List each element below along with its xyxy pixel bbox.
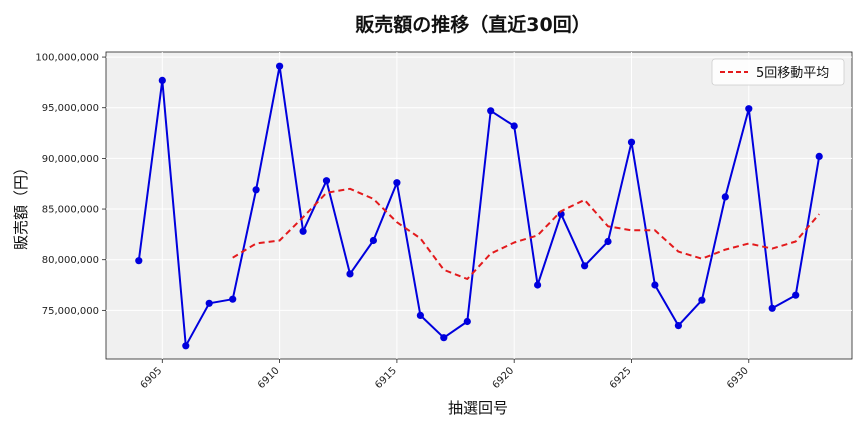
sales-point [205,299,213,307]
sales-point [463,317,471,326]
moving-average-line [232,187,820,280]
y-tick-label: 75,000,000 [42,306,99,317]
x-axis-label: 抽選回号 [448,399,508,417]
y-tick-label: 95,000,000 [42,103,99,114]
sales-point [534,281,542,289]
x-tick-label: 6905 [139,365,165,391]
sales-point [299,227,307,235]
x-tick-label: 6925 [608,365,634,391]
sales-point [745,105,753,113]
sales-point [627,138,636,146]
sales-point [651,281,659,289]
sales-line [137,65,821,347]
sales-point [252,186,260,194]
sales-point [768,304,776,312]
x-tick-label: 6910 [256,365,282,391]
x-tick-label: 6930 [725,365,751,391]
legend: 5回移動平均 [711,58,845,86]
sales-point [510,122,518,130]
sales-point [721,193,729,201]
sales-point [440,334,448,342]
sales-point [158,76,166,84]
sales-point [674,322,683,330]
sales-point [276,62,284,70]
chart-title: 販売額の推移（直近30回） [355,13,590,36]
sales-point [792,291,800,299]
legend-label-moving-average: 5回移動平均 [756,66,829,81]
sales-point [135,257,143,265]
plot-area [105,51,853,360]
grid [106,52,852,359]
y-tick-label: 85,000,000 [42,205,99,216]
sales-point [698,296,706,304]
sales-point [369,236,377,245]
sales-point [416,311,424,319]
y-tick-label: 80,000,000 [42,255,99,266]
sales-point [182,342,190,350]
y-tick-label: 100,000,000 [35,53,99,64]
series [135,62,823,350]
legend-box [711,58,845,86]
sales-point [393,179,401,187]
sales-point [346,270,354,278]
sales-point [322,177,331,185]
x-tick-label: 6920 [491,365,517,391]
sales-point [229,295,237,303]
sales-point [557,210,565,218]
sales-point [487,107,495,115]
y-axis-label: 販売額（円） [12,160,30,250]
sales-point [815,152,823,160]
sales-point [581,262,589,270]
sales-point [604,237,612,246]
x-tick-label: 6915 [373,365,399,391]
y-tick-label: 90,000,000 [42,154,99,165]
